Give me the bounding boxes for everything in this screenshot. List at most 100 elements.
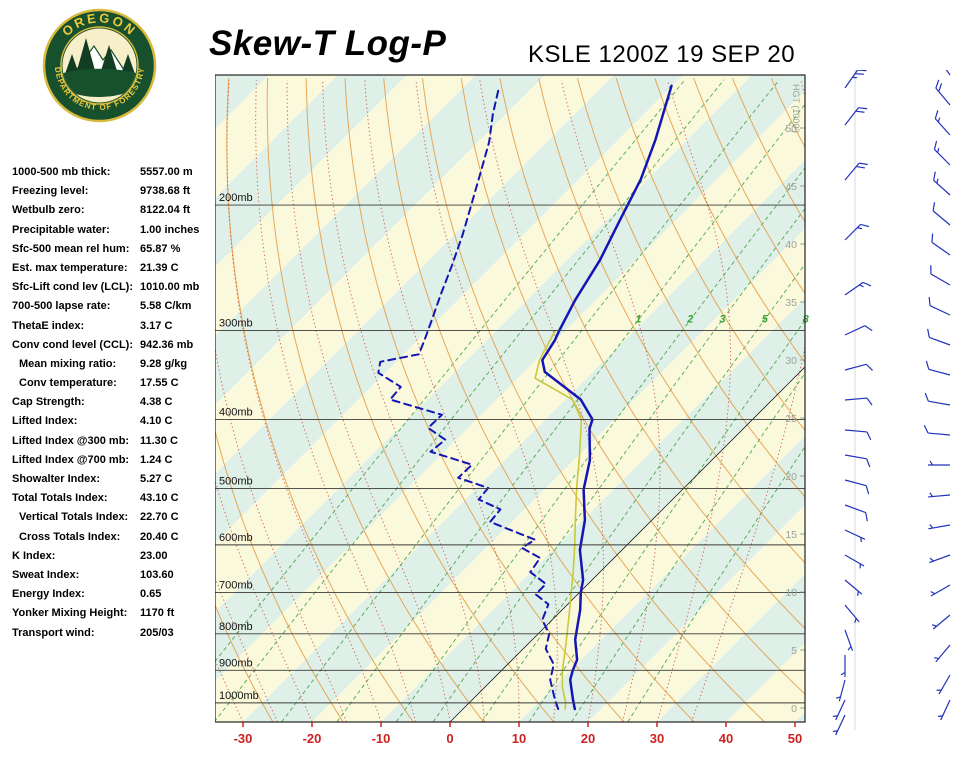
isotherm-band	[726, 643, 805, 722]
sounding-id: KSLE 1200Z 19 SEP 20	[528, 41, 796, 68]
mixing-ratio-line	[336, 103, 805, 722]
mixing-ratio-label: 5	[762, 313, 769, 325]
dry-adiabat-line	[499, 78, 805, 630]
stat-row: Lifted Index: 4.10 C	[12, 415, 216, 434]
dry-adiabat-line	[693, 78, 805, 295]
stat-label: Conv temperature:	[19, 377, 117, 390]
pressure-label: 400mb	[219, 406, 253, 418]
isotherm-band	[243, 160, 805, 722]
tree-icon	[76, 38, 96, 74]
stat-value: 5.27 C	[140, 473, 173, 485]
stat-label: Sfc-Lift cond lev (LCL):	[12, 281, 133, 294]
dry-adiabat-line	[344, 78, 625, 722]
moist-adiabat-line	[255, 80, 417, 722]
stat-value: 22.70 C	[140, 511, 179, 524]
stat-label: Lifted Index @300 mb:	[12, 434, 130, 447]
temp-axis-label: -30	[234, 731, 253, 746]
stat-value: 0.65	[140, 588, 162, 601]
moist-adiabat-line	[691, 80, 805, 722]
mixing-ratio-line	[571, 372, 805, 722]
temp-axis-label: 10	[512, 731, 526, 746]
inner-wind-barb	[844, 397, 873, 406]
height-label: 50	[785, 123, 797, 135]
stat-value: 9738.68 ft	[140, 185, 191, 198]
moist-adiabat-line	[364, 80, 520, 722]
inner-wind-barb	[844, 454, 871, 468]
dry-adiabat-line	[926, 78, 960, 722]
stat-row: Est. max temperature: 21.39 C	[12, 262, 216, 281]
chart-border	[215, 74, 806, 723]
outer-wind-barb	[928, 296, 951, 316]
tree-icon	[100, 45, 118, 74]
stat-row: Sweat Index: 103.60	[12, 569, 216, 588]
stat-value: 4.38 C	[140, 396, 173, 409]
stat-value: 5557.00 m	[140, 166, 193, 178]
pressure-label: 200mb	[219, 192, 253, 204]
stat-row: ThetaE index: 3.17 C	[12, 320, 216, 339]
stat-row: Conv temperature: 17.55 C	[12, 377, 216, 396]
outer-wind-barb	[931, 233, 951, 256]
outer-wind-barb	[933, 171, 951, 196]
tree-icon	[121, 54, 135, 74]
stat-row: K Index: 23.00	[12, 550, 216, 569]
stat-label: 1000-500 mb thick:	[12, 166, 111, 178]
pressure-label: 600mb	[219, 532, 253, 544]
mixing-ratio-label: 8	[803, 313, 810, 325]
stat-row: Lifted Index @700 mb: 1.24 C	[12, 454, 216, 473]
dry-adiabat-line	[538, 78, 805, 564]
stat-label: Lifted Index @700 mb:	[12, 453, 130, 466]
stat-label: Showalter Index:	[12, 473, 101, 485]
dry-adiabat-line	[383, 78, 695, 722]
isotherm-band	[657, 574, 805, 722]
pressure-label: 500mb	[219, 475, 253, 487]
stat-row: Lifted Index @300 mb: 11.30 C	[12, 435, 216, 454]
height-label: 25	[785, 413, 797, 425]
height-label: 40	[785, 239, 797, 251]
inner-wind-barb	[844, 579, 863, 596]
outer-wind-barb	[934, 644, 951, 663]
outer-wind-barb	[932, 202, 951, 226]
outer-wind-barb	[928, 460, 950, 466]
stat-value: 103.60	[140, 568, 174, 581]
isotherm-band	[381, 298, 805, 722]
height-label: 15	[785, 529, 797, 541]
stat-row: Cap Strength: 4.38 C	[12, 396, 216, 415]
inner-wind-barb	[844, 604, 860, 624]
stat-label: Est. max temperature:	[12, 261, 128, 274]
stat-label: Cap Strength:	[12, 396, 85, 409]
stat-value: 21.39 C	[140, 261, 179, 274]
inner-wind-barb	[844, 429, 872, 441]
outer-wind-barb	[935, 79, 951, 106]
outer-wind-barb	[928, 492, 951, 498]
moist-adiabat-line	[656, 80, 731, 722]
stat-value: 9.28 g/kg	[140, 357, 188, 370]
stat-label: Energy Index:	[12, 588, 85, 601]
stat-value: 5.58 C/km	[140, 300, 192, 313]
inner-wind-barb	[844, 629, 854, 651]
inner-wind-barb	[844, 70, 867, 89]
outer-wind-barb	[928, 524, 951, 530]
stat-value: 1010.00 mb	[140, 281, 200, 294]
stat-label: Yonker Mixing Height:	[12, 607, 128, 620]
inner-wind-barb	[844, 504, 868, 522]
stat-row: Energy Index: 0.65	[12, 588, 216, 607]
logo-forest-scene	[62, 28, 137, 103]
stat-value: 17.55 C	[140, 377, 179, 390]
pressure-label: 700mb	[219, 580, 253, 592]
height-label: 45	[785, 181, 797, 193]
page-title: Skew-T Log-P	[209, 24, 447, 63]
stat-value: 205/03	[140, 626, 174, 639]
height-axis-title: HGT (1000')	[791, 84, 801, 133]
logo-inner-ring	[60, 26, 139, 105]
isotherm-band	[312, 228, 805, 722]
stat-value: 23.00	[140, 549, 168, 562]
height-label: 30	[785, 355, 797, 367]
stat-row: Sfc-500 mean rel hum: 65.87 %	[12, 243, 216, 262]
stat-label: Total Totals Index:	[12, 492, 108, 505]
logo-ground	[62, 68, 137, 97]
stat-label: Freezing level:	[12, 185, 89, 198]
outer-wind-barb	[933, 140, 951, 166]
outer-wind-barb	[925, 360, 951, 376]
outer-wind-barb	[937, 699, 951, 721]
dry-adiabat-line	[266, 78, 484, 722]
